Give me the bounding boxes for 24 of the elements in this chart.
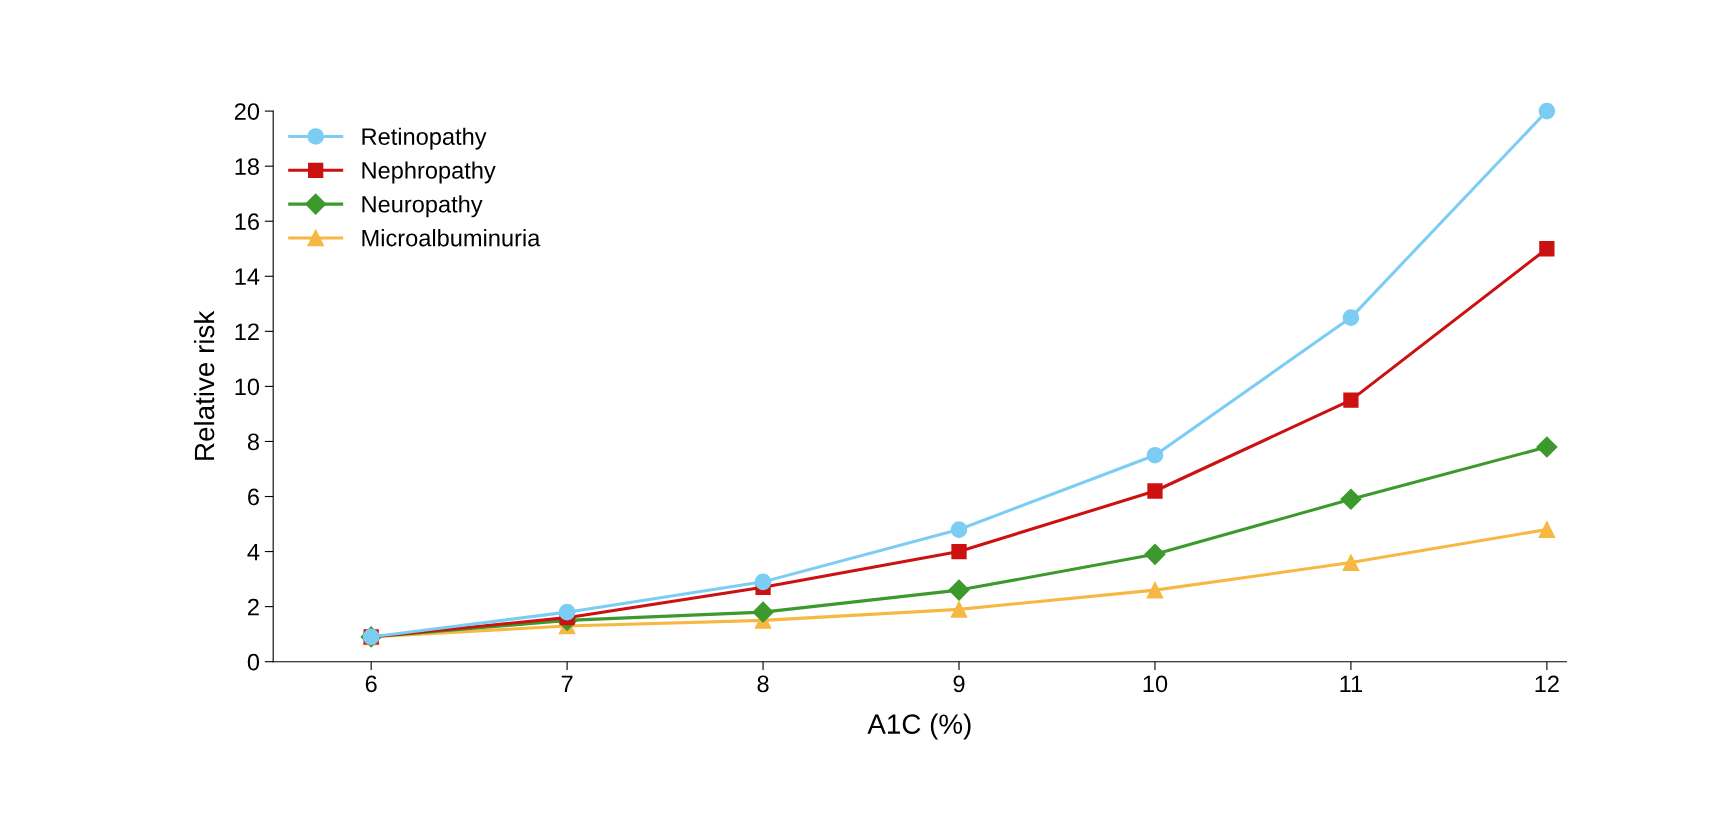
legend-label: Retinopathy	[362, 127, 487, 150]
y-tick-label: 0	[247, 653, 260, 671]
x-tick-label: 8	[757, 675, 769, 693]
x-tick-label: 10	[1143, 675, 1168, 693]
y-tick-label: 20	[234, 103, 260, 120]
y-tick-label: 16	[235, 213, 259, 231]
y-tick-label: 4	[247, 543, 260, 561]
legend-label: Neuropathy	[362, 195, 483, 218]
legend-label: Microalbuminuria	[362, 229, 541, 247]
x-tick-label: 7	[561, 675, 573, 692]
y-axis-title: Relative risk	[193, 310, 215, 460]
x-tick-label: 11	[1340, 675, 1363, 692]
y-tick-label: 2	[248, 598, 259, 616]
y-tick-label: 18	[235, 158, 259, 175]
y-tick-label: 14	[235, 268, 260, 285]
y-tick-label: 12	[235, 323, 259, 340]
legend-label: Nephropathy	[362, 161, 496, 184]
x-tick-label: 6	[365, 675, 377, 693]
x-tick-label: 12	[1535, 675, 1559, 692]
y-tick-label: 10	[235, 378, 260, 396]
x-tick-label: 9	[953, 675, 965, 693]
y-tick-label: 6	[248, 488, 259, 506]
x-axis-title: A1C (%)	[867, 713, 971, 740]
y-tick-label: 8	[247, 433, 259, 451]
